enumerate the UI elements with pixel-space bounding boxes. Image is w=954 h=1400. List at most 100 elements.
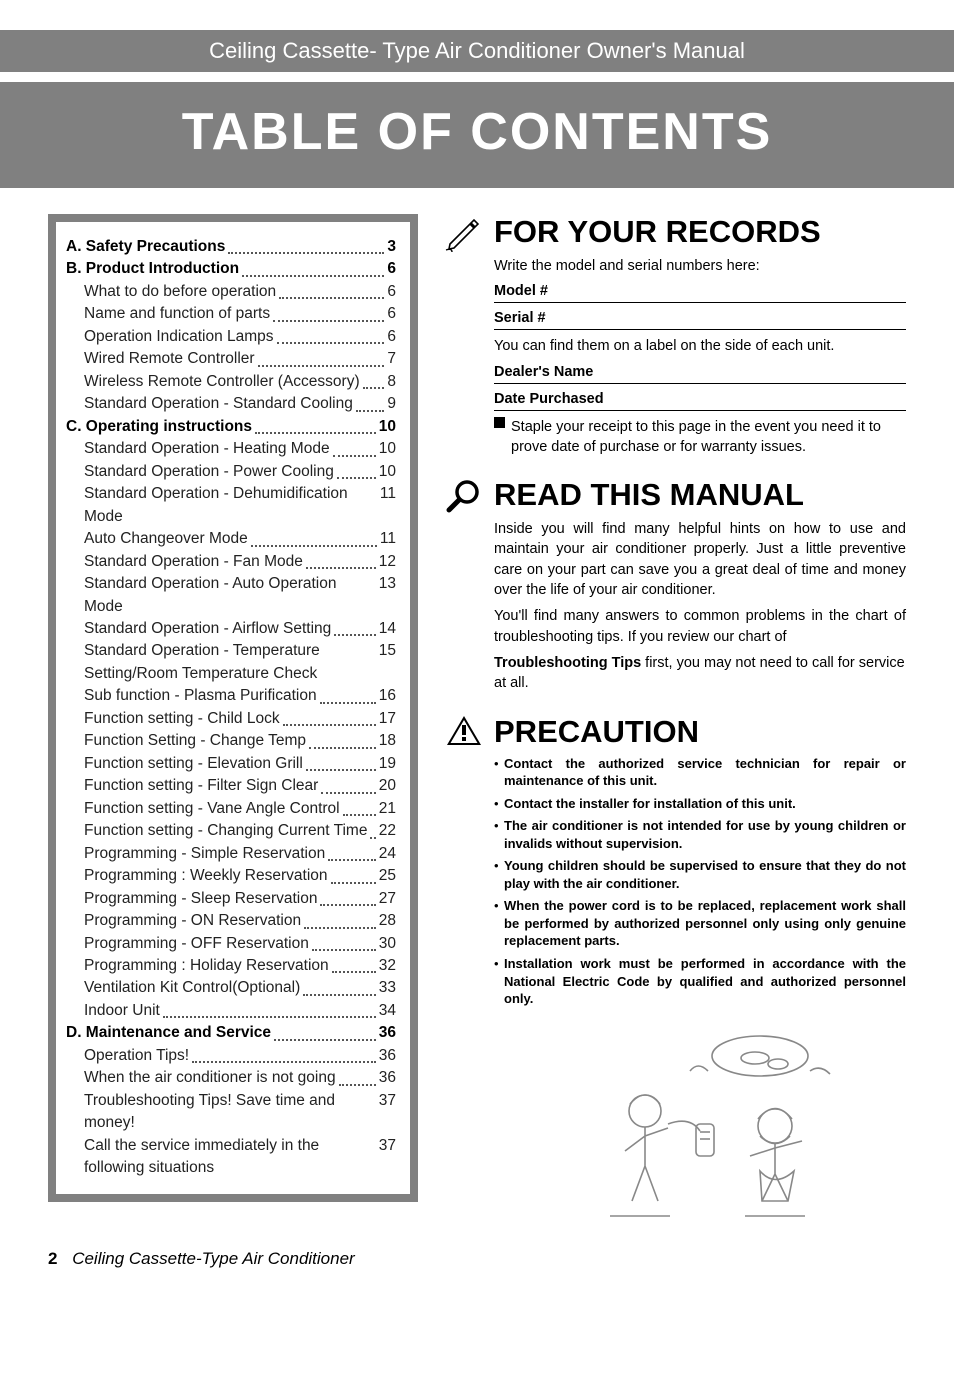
toc-text: Function setting - Changing Current Time [84,820,367,842]
toc-page: 11 [380,528,396,550]
toc-entry: Sub function - Plasma Purification16 [66,685,396,707]
toc-entry: Function setting - Filter Sign Clear20 [66,775,396,797]
precaution-item: •Installation work must be performed in … [494,955,906,1008]
serial-label: Serial # [494,310,546,326]
toc-entry: Function setting - Vane Angle Control21 [66,798,396,820]
toc-entry: Function setting - Changing Current Time… [66,820,396,842]
toc-leader [334,618,375,636]
toc-page: 36 [379,1045,396,1067]
toc-entry: Standard Operation - Power Cooling10 [66,461,396,483]
toc-text: Function setting - Vane Angle Control [84,798,340,820]
toc-text: A. Safety Precautions [66,236,225,258]
toc-page: 19 [379,753,396,775]
toc-leader [332,955,376,973]
toc-entry: Troubleshooting Tips! Save time and mone… [66,1090,396,1135]
toc-text: What to do before operation [84,281,276,303]
toc-leader [320,888,375,906]
toc-entry: Programming : Holiday Reservation32 [66,955,396,977]
toc-entry: Function setting - Elevation Grill 19 [66,753,396,775]
toc-text: Standard Operation - Temperature Setting… [84,640,373,685]
toc-entry: Function setting - Child Lock17 [66,708,396,730]
toc-entry: C. Operating instructions10 [66,416,396,438]
toc-entry: Wired Remote Controller7 [66,348,396,370]
toc-page: 7 [387,348,396,370]
records-intro: Write the model and serial numbers here: [494,256,906,276]
toc-page: 8 [387,371,396,393]
toc-page: 11 [380,483,396,528]
read-heading: READ THIS MANUAL [494,477,906,513]
toc-text: Sub function - Plasma Purification [84,685,317,707]
toc-text: Standard Operation - Auto Operation Mode [84,573,373,618]
precaution-item: •When the power cord is to be replaced, … [494,897,906,950]
toc-leader [258,348,385,366]
magnifier-icon [442,477,486,522]
toc-entry: Operation Indication Lamps6 [66,326,396,348]
records-staple: Staple your receipt to this page in the … [511,417,906,458]
precaution-item: •The air conditioner is not intended for… [494,817,906,852]
toc-page: 12 [379,551,396,573]
precaution-text: Installation work must be performed in a… [504,955,906,1008]
toc-leader [273,303,384,321]
toc-leader [163,1000,376,1018]
toc-text: Name and function of parts [84,303,270,325]
read-p3a: Troubleshooting Tips [494,655,641,671]
toc-leader [328,843,376,861]
toc-text: B. Product Introduction [66,258,239,280]
toc-leader [331,865,376,883]
toc-page: 28 [379,910,396,932]
toc-page: 32 [379,955,396,977]
toc-page: 9 [387,393,396,415]
toc-text: C. Operating instructions [66,416,252,438]
toc-page: 34 [379,1000,396,1022]
toc-entry: Indoor Unit34 [66,1000,396,1022]
toc-page: 36 [379,1022,396,1044]
toc-text: Programming - OFF Reservation [84,933,309,955]
toc-leader [242,258,384,276]
toc-page: 22 [379,820,396,842]
precaution-item: •Contact the authorized service technici… [494,755,906,790]
toc-page: 6 [387,281,396,303]
precaution-text: When the power cord is to be replaced, r… [504,897,906,950]
toc-leader [339,1067,376,1085]
toc-entry: Operation Tips!36 [66,1045,396,1067]
toc-page: 24 [379,843,396,865]
toc-text: Operation Indication Lamps [84,326,274,348]
toc-page: 10 [379,438,396,460]
toc-text: Function setting - Child Lock [84,708,280,730]
toc-leader [228,236,384,254]
toc-leader [333,438,376,456]
precaution-item: •Contact the installer for installation … [494,795,906,813]
precaution-item: •Young children should be supervised to … [494,857,906,892]
toc-entry: D. Maintenance and Service 36 [66,1022,396,1044]
toc-leader [303,977,375,995]
bullet-icon: • [494,795,504,813]
toc-leader [192,1045,376,1063]
toc-text: Function setting - Filter Sign Clear [84,775,318,797]
date-label: Date Purchased [494,391,604,407]
toc-text: Troubleshooting Tips! Save time and mone… [84,1090,373,1135]
toc-text: Function setting - Elevation Grill [84,753,303,775]
pencil-icon [442,214,486,259]
records-heading: FOR YOUR RECORDS [494,214,906,250]
toc-text: When the air conditioner is not going [84,1067,336,1089]
records-find: You can find them on a label on the side… [494,336,906,356]
bullet-icon: • [494,755,504,790]
toc-text: D. Maintenance and Service [66,1022,271,1044]
toc-text: Ventilation Kit Control(Optional) [84,977,300,999]
toc-leader [304,910,376,928]
square-bullet-icon [494,417,505,428]
toc-entry: Programming : Weekly Reservation25 [66,865,396,887]
toc-entry: Call the service immediately in the foll… [66,1135,396,1180]
toc-leader [370,820,375,838]
toc-page: 33 [379,977,396,999]
toc-leader [321,775,375,793]
toc-leader [363,371,385,389]
toc-leader [274,1022,376,1040]
toc-entry: Programming - Sleep Reservation27 [66,888,396,910]
toc-entry: Programming - Simple Reservation24 [66,843,396,865]
toc-leader [309,730,376,748]
toc-leader [283,708,376,726]
toc-leader [277,326,385,344]
toc-text: Standard Operation - Airflow Setting [84,618,331,640]
toc-text: Call the service immediately in the foll… [84,1135,373,1180]
